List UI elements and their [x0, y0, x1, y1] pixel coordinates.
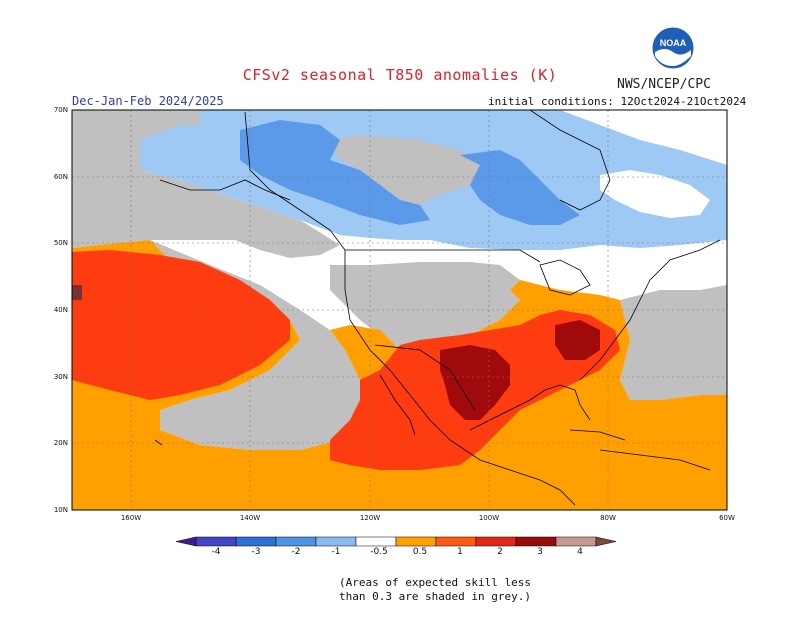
neutral-patch-canada: [600, 170, 710, 218]
lon-label: 60W: [719, 514, 735, 522]
colorbar-arrow-right: [595, 536, 617, 547]
alaska-coast: [159, 179, 291, 201]
map-frame: [71, 109, 728, 511]
north-america-west-coast: [244, 111, 576, 506]
gulf-coast: [469, 384, 591, 431]
lat-label: 70N: [53, 106, 68, 114]
lon-label: 120W: [359, 514, 381, 522]
warm-anomaly-texas-peak: [440, 345, 510, 420]
colorbar-swatch: [235, 536, 277, 547]
graticule: [72, 110, 727, 510]
lat-label: 20N: [53, 439, 68, 447]
coastlines: [154, 110, 721, 506]
colorbar-label: 0.5: [412, 547, 428, 557]
skill-note: (Areas of expected skill less than 0.3 a…: [0, 576, 800, 604]
colorbar-swatch: [355, 536, 397, 547]
colorbar-label: 1: [457, 547, 463, 557]
colorbar-label: -1: [331, 547, 341, 557]
colorbar-label: 4: [577, 547, 583, 557]
cold-anomaly-core-2: [460, 150, 580, 225]
noaa-logo: NOAA: [651, 26, 695, 70]
caribbean-islands: [599, 449, 711, 471]
baja-california: [379, 374, 416, 436]
canada-us-border: [345, 249, 541, 263]
organization-label: NWS/NCEP/CPC: [617, 77, 711, 92]
grey-skill-area-north-pacific: [72, 110, 340, 258]
colorbar-swatch: [555, 536, 597, 547]
skill-note-line: than 0.3 are shaded in grey.): [338, 590, 532, 603]
lon-label: 140W: [239, 514, 261, 522]
grey-skill-area-atlantic: [620, 285, 727, 400]
lat-label: 60N: [53, 173, 68, 181]
colorbar-label: -0.5: [370, 547, 388, 557]
colorbar-label: 3: [537, 547, 543, 557]
lat-label: 10N: [53, 506, 68, 514]
east-coast: [579, 239, 721, 381]
colorbar-arrow-left: [175, 536, 197, 547]
lat-label: 50N: [53, 239, 68, 247]
us-mexico-border: [374, 344, 476, 411]
warm-anomaly-hawaii-edge: [72, 285, 82, 300]
lat-label: 30N: [53, 373, 68, 381]
colorbar-swatch: [275, 536, 317, 547]
warm-anomaly-southeast-peak: [555, 320, 600, 360]
colorbar-label: -3: [251, 547, 261, 557]
lon-label: 80W: [600, 514, 616, 522]
great-lakes: [539, 259, 591, 296]
colorbar-swatch: [195, 536, 237, 547]
colorbar-swatch: [395, 536, 437, 547]
hudson-bay: [529, 110, 611, 211]
colorbar-label: -4: [211, 547, 221, 557]
lon-label: 160W: [120, 514, 142, 522]
lat-label: 40N: [53, 306, 68, 314]
colorbar-label: 2: [497, 547, 503, 557]
lon-label: 100W: [478, 514, 500, 522]
colorbar-swatch: [515, 536, 557, 547]
hawaii: [154, 439, 163, 446]
cuba: [569, 429, 626, 441]
colorbar-swatch: [315, 536, 357, 547]
colorbar-swatch: [435, 536, 477, 547]
colorbar-label: -2: [291, 547, 301, 557]
grey-skill-area-us-interior: [330, 262, 520, 350]
colorbar-swatch: [475, 536, 517, 547]
map-title: CFSv2 seasonal T850 anomalies (K): [242, 66, 558, 84]
colorbar: [175, 536, 617, 547]
grey-skill-area-central-pacific: [150, 240, 360, 450]
skill-note-line: (Areas of expected skill less: [338, 576, 532, 589]
season-label: Dec-Jan-Feb 2024/2025: [72, 94, 224, 108]
grey-skill-area-canada: [330, 135, 480, 205]
initial-conditions-label: initial conditions: 12Oct2024-21Oct2024: [488, 95, 747, 108]
warm-anomaly-pacific-core: [72, 250, 290, 400]
svg-text:NOAA: NOAA: [660, 38, 687, 48]
cold-anomaly-core: [240, 120, 430, 225]
